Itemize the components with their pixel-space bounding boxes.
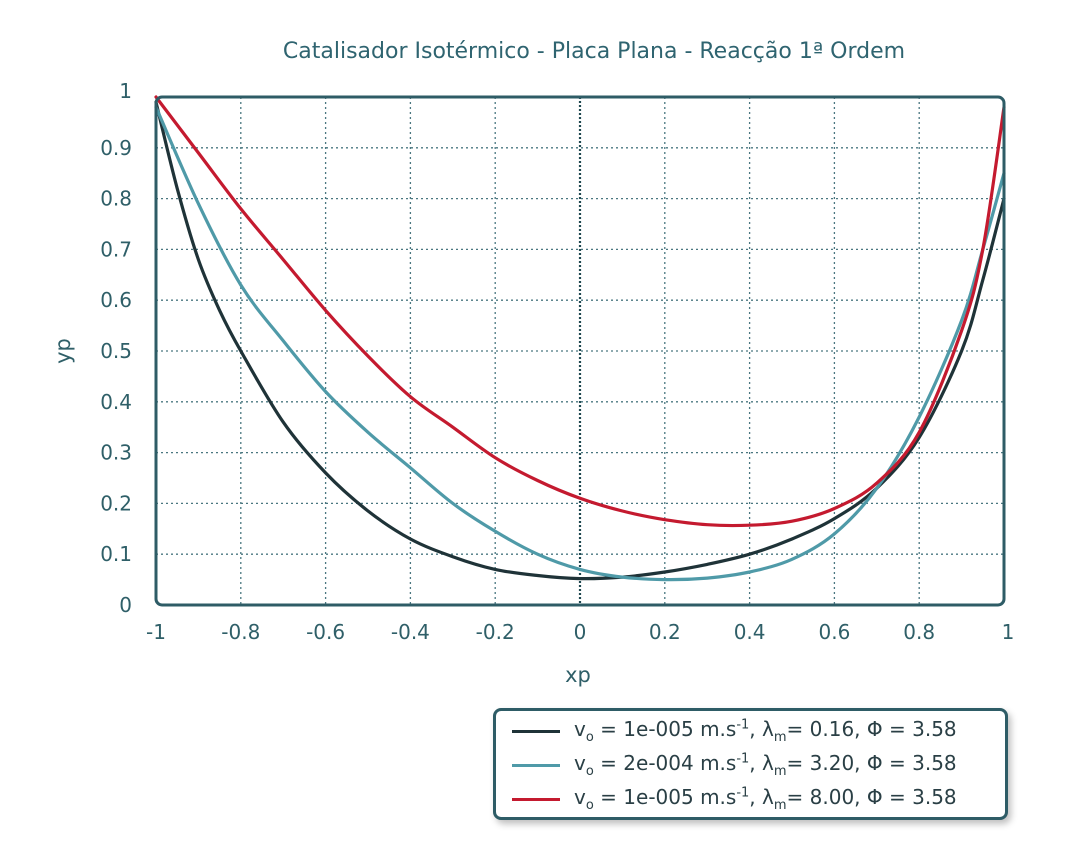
y-tick-label: 0.3	[100, 441, 132, 465]
legend-lambda: λ	[762, 751, 774, 775]
series-line-2	[154, 105, 1006, 582]
x-tick-label: -0.8	[221, 620, 260, 644]
legend-v-sub: o	[585, 730, 594, 745]
legend-item: vo = 1e-005 m.s-1, λm= 0.16, Φ = 3.58	[512, 714, 1005, 748]
x-tick-label: -1	[146, 620, 166, 644]
legend-item: vo = 2e-004 m.s-1, λm= 3.20, Φ = 3.58	[512, 748, 1005, 782]
x-tick-label: 0.2	[649, 620, 681, 644]
y-tick-label: 0.7	[100, 237, 132, 261]
x-tick-label: -0.2	[476, 620, 515, 644]
legend-label: vo = 1e-005 m.s-1, λm= 0.16, Φ = 3.58	[574, 717, 957, 745]
x-tick-label: 0.8	[903, 620, 935, 644]
x-tick-label: 0.4	[734, 620, 766, 644]
y-tick-label: 0.8	[100, 187, 132, 211]
x-tick-label: 1	[1002, 620, 1015, 644]
legend-label: vo = 1e-005 m.s-1, λm= 8.00, Φ = 3.58	[574, 785, 957, 813]
series-lines	[154, 95, 1006, 582]
y-tick-label: 0	[119, 593, 132, 617]
legend-comma: ,	[749, 717, 763, 741]
plot-frame	[154, 95, 1006, 607]
legend-swatch-series-3	[512, 797, 560, 801]
x-tick-label: -0.4	[391, 620, 430, 644]
legend-swatch-series-2	[512, 763, 560, 767]
legend-swatch-series-1	[512, 729, 560, 733]
legend-v-sub: o	[585, 764, 594, 779]
legend-label: vo = 2e-004 m.s-1, λm= 3.20, Φ = 3.58	[574, 751, 957, 779]
legend-comma: ,	[749, 751, 763, 775]
chart-legend: vo = 1e-005 m.s-1, λm= 0.16, Φ = 3.58 vo…	[493, 708, 1008, 820]
y-tick-label: 0.6	[100, 288, 132, 312]
legend-comma: ,	[749, 785, 763, 809]
x-axis-label: xp	[565, 663, 591, 687]
y-axis-ticks: 0 0.1 0.2 0.3 0.4 0.5 0.6 0.7 0.8 0.9 1	[100, 79, 132, 617]
y-tick-label: 0.9	[100, 136, 132, 160]
legend-eq: = 1e-005 m.s	[593, 717, 737, 741]
y-tick-label: 0.2	[100, 491, 132, 515]
series-line-3	[154, 95, 1006, 528]
series-line-1	[154, 100, 1006, 581]
y-tick-label: 0.5	[100, 339, 132, 363]
y-tick-label: 0.4	[100, 390, 132, 414]
x-tick-label: -0.6	[306, 620, 345, 644]
legend-rest: = 8.00, Φ = 3.58	[786, 785, 957, 809]
legend-v: v	[574, 751, 586, 775]
chart-title: Catalisador Isotérmico - Placa Plana - R…	[283, 39, 905, 64]
grid-lines	[156, 97, 1004, 605]
legend-v: v	[574, 785, 586, 809]
legend-lambda-sub: m	[773, 730, 787, 745]
y-axis-label: yp	[51, 338, 75, 364]
legend-rest: = 3.20, Φ = 3.58	[786, 751, 957, 775]
legend-item: vo = 1e-005 m.s-1, λm= 8.00, Φ = 3.58	[512, 782, 1005, 816]
legend-lambda: λ	[762, 785, 774, 809]
legend-lambda: λ	[762, 717, 774, 741]
x-tick-label: 0.6	[818, 620, 850, 644]
y-tick-label: 1	[119, 79, 132, 103]
x-tick-label: 0	[574, 620, 587, 644]
legend-lambda-sub: m	[773, 798, 787, 813]
legend-lambda-sub: m	[773, 764, 787, 779]
legend-v: v	[574, 717, 586, 741]
legend-unit-sup: -1	[736, 785, 750, 801]
legend-rest: = 0.16, Φ = 3.58	[786, 717, 957, 741]
x-axis-ticks: -1 -0.8 -0.6 -0.4 -0.2 0 0.2 0.4 0.6 0.8 1	[146, 620, 1014, 644]
legend-eq: = 2e-004 m.s	[593, 751, 737, 775]
legend-unit-sup: -1	[736, 751, 750, 767]
legend-v-sub: o	[585, 798, 594, 813]
y-tick-label: 0.1	[100, 542, 132, 566]
legend-eq: = 1e-005 m.s	[593, 785, 737, 809]
legend-unit-sup: -1	[736, 717, 750, 733]
